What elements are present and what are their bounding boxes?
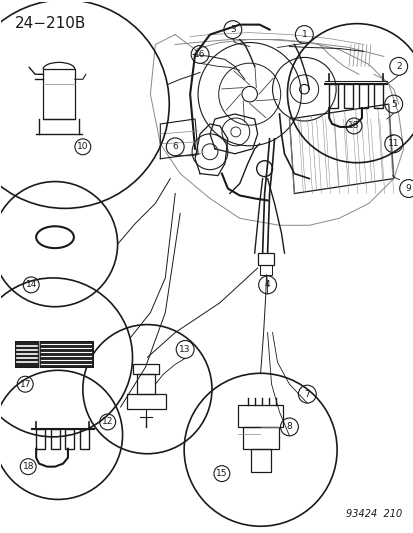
Text: 17: 17 — [19, 379, 31, 389]
Bar — [65, 429, 74, 449]
Bar — [328, 84, 337, 108]
Text: 18: 18 — [347, 122, 359, 131]
Text: 12: 12 — [102, 417, 113, 426]
Bar — [15, 342, 93, 367]
Bar — [358, 84, 367, 108]
Text: 11: 11 — [387, 139, 399, 148]
Text: 2: 2 — [395, 62, 401, 71]
Text: 18: 18 — [22, 462, 34, 471]
Bar — [80, 429, 88, 449]
Bar — [250, 449, 270, 472]
Text: 10: 10 — [77, 142, 88, 151]
Text: 7: 7 — [304, 390, 309, 399]
Bar — [43, 69, 75, 119]
Text: 6: 6 — [172, 142, 178, 151]
Bar — [242, 427, 278, 449]
Bar — [373, 84, 382, 108]
Bar — [133, 365, 159, 374]
Text: 13: 13 — [179, 345, 190, 354]
Bar — [36, 429, 45, 449]
Bar — [51, 429, 60, 449]
Bar — [137, 374, 155, 394]
Bar — [259, 265, 271, 275]
Text: 3: 3 — [229, 25, 235, 34]
Bar — [126, 394, 166, 409]
Text: 4: 4 — [264, 280, 270, 289]
Text: 1: 1 — [301, 30, 306, 39]
Text: 9: 9 — [405, 184, 411, 193]
Bar — [15, 342, 93, 367]
Text: 24−210B: 24−210B — [15, 15, 86, 31]
Bar — [343, 84, 352, 108]
Text: 16: 16 — [194, 50, 205, 59]
Text: 15: 15 — [216, 469, 227, 478]
Text: 8: 8 — [286, 423, 292, 431]
Text: 5: 5 — [390, 100, 396, 109]
Text: 14: 14 — [26, 280, 37, 289]
Bar — [257, 253, 273, 265]
Bar — [237, 405, 283, 427]
Text: 93424  210: 93424 210 — [346, 510, 402, 519]
